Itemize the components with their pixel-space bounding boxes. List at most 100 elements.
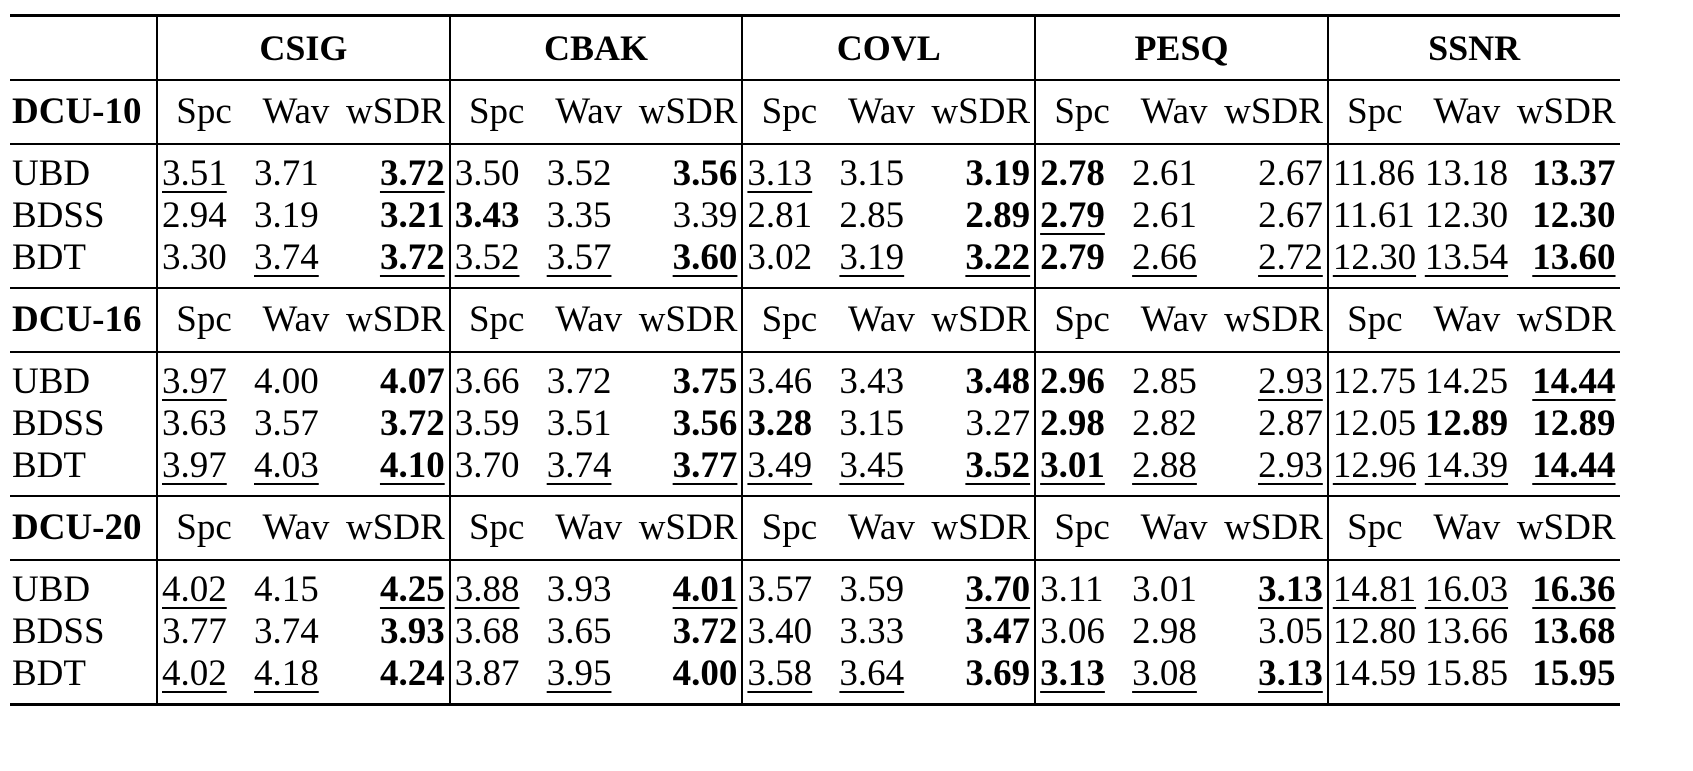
value-text: 2.87 [1258,403,1323,444]
value-text: 3.13 [1258,569,1323,610]
subheader-cell: Wav [1420,287,1513,352]
subheader-cell: Spc [1326,495,1421,560]
value-text: 4.07 [379,361,445,402]
value-text: 3.06 [1040,611,1105,652]
data-row: UBD 3.97 4.00 4.07 3.66 3.72 3.75 3.46 3.43 3.48 2… [10,351,1620,403]
value-cell: 2.87 [1220,403,1328,445]
value-cell: 3.74 [250,611,342,653]
subheader-cell: Wav [835,287,928,352]
value-cell: 3.35 [543,195,635,237]
value-cell: 3.93 [342,611,450,653]
value-text: 2.82 [1132,403,1197,444]
value-cell: 2.85 [1128,351,1221,403]
value-cell: 3.40 [741,611,836,653]
value-text: 3.97 [162,361,227,402]
value-cell: 12.30 [1421,195,1513,237]
value-cell: 3.57 [250,403,342,445]
subheader-cell: wSDR [1220,79,1328,144]
table-wrap: CSIG CBAK COVL PESQ SSNR DCU-10 Spc Wav wSDR Spc W… [10,14,1620,706]
value-text: 12.89 [1532,403,1616,444]
value-cell: 3.52 [542,143,635,195]
value-cell: 3.13 [1034,653,1129,706]
subheader-cell: Wav [1128,287,1221,352]
value-text: 2.79 [1040,237,1105,278]
value-text: 3.58 [747,653,813,694]
value-text: 2.85 [839,195,905,236]
value-text: 13.66 [1424,611,1509,652]
value-text: 3.60 [672,237,738,278]
value-text: 4.18 [254,653,319,694]
value-cell: 15.85 [1420,653,1513,706]
value-text: 3.43 [839,361,905,402]
subheader-row: DCU-16 Spc Wav wSDR Spc Wav wSDR Spc Wav wSDR Spc W… [10,287,1620,352]
subheader-cell: Wav [835,495,928,560]
value-cell: 13.60 [1513,237,1620,288]
value-text: 4.03 [254,445,319,486]
value-text: 3.72 [546,361,612,402]
subheader-cell: wSDR [634,287,743,352]
subheader-cell: wSDR [1512,79,1620,144]
subheader-cell: wSDR [1512,287,1620,352]
subheader-cell: Wav [250,287,342,352]
value-text: 2.98 [1040,403,1105,444]
value-cell: 4.03 [250,445,342,496]
value-text: 4.02 [162,569,227,610]
value-cell: 2.98 [1128,611,1220,653]
value-text: 3.66 [454,361,520,402]
value-text: 3.97 [162,445,227,486]
value-text: 2.61 [1132,153,1197,194]
subheader-cell: Spc [156,495,250,560]
value-text: 2.67 [1258,153,1323,194]
value-cell: 2.81 [741,195,836,237]
subheader-cell: wSDR [1220,495,1328,560]
subheader-cell: Spc [1034,495,1129,560]
value-cell: 3.97 [156,445,250,496]
value-text: 3.51 [546,403,612,444]
value-cell: 3.97 [156,351,250,403]
value-cell: 3.11 [1034,559,1129,611]
value-text: 2.89 [965,195,1031,236]
value-cell: 3.30 [156,237,250,288]
value-text: 3.74 [254,611,319,652]
value-text: 3.88 [454,569,520,610]
value-text: 3.70 [454,445,520,486]
value-text: 4.02 [162,653,227,694]
subheader-cell: Spc [741,287,836,352]
value-text: 3.33 [839,611,905,652]
row-label: UBD [10,143,157,195]
value-cell: 3.51 [156,143,250,195]
value-cell: 2.89 [927,195,1035,237]
subheader-cell: Spc [1326,79,1421,144]
value-text: 3.51 [162,153,227,194]
subheader-cell: wSDR [342,79,450,144]
value-cell: 3.05 [1220,611,1328,653]
value-cell: 3.75 [634,351,743,403]
value-cell: 3.43 [448,195,543,237]
value-cell: 3.01 [1128,559,1221,611]
value-cell: 2.85 [835,195,927,237]
value-cell: 12.89 [1421,403,1513,445]
value-text: 3.74 [546,445,612,486]
subheader-cell: Wav [250,79,342,144]
subheader-cell: Wav [1128,79,1221,144]
value-text: 3.40 [747,611,813,652]
value-text: 4.01 [672,569,738,610]
value-cell: 3.21 [342,195,450,237]
subheader-cell: Spc [741,79,836,144]
value-cell: 12.05 [1326,403,1421,445]
value-text: 13.18 [1424,153,1509,194]
results-table: CSIG CBAK COVL PESQ SSNR DCU-10 Spc Wav wSDR Spc W… [10,14,1620,706]
value-text: 3.08 [1132,653,1197,694]
value-text: 3.57 [546,237,612,278]
value-text: 2.72 [1258,237,1323,278]
value-cell: 12.30 [1326,237,1421,288]
value-text: 3.93 [546,569,612,610]
value-cell: 2.82 [1128,403,1220,445]
value-text: 3.01 [1132,569,1197,610]
data-row: BDSS 3.63 3.57 3.72 3.59 3.51 3.56 3.28 3.15 3.27… [10,403,1620,445]
value-text: 3.19 [254,195,319,236]
data-row: BDSS 3.77 3.74 3.93 3.68 3.65 3.72 3.40 3.33 3.47… [10,611,1620,653]
value-cell: 14.44 [1512,351,1620,403]
value-cell: 13.37 [1512,143,1620,195]
